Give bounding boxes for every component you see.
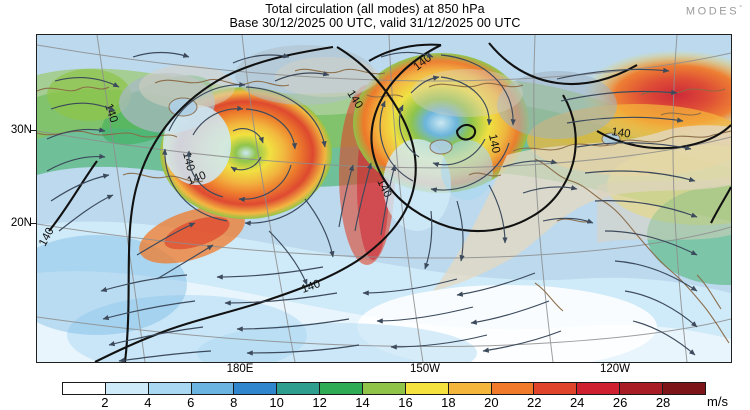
map-canvas: 140 140 140 140 140 140 140 140 140 140 xyxy=(37,35,731,362)
lat-tick-20n xyxy=(30,223,36,225)
colorbar-tick: 18 xyxy=(441,395,456,410)
colorbar xyxy=(62,382,706,395)
colorbar-swatch xyxy=(148,383,192,394)
chart-title: Total circulation (all modes) at 850 hPa… xyxy=(0,2,750,30)
colorbar-swatch xyxy=(63,383,106,394)
title-line-2: Base 30/12/2025 00 UTC, valid 31/12/2025… xyxy=(229,16,521,30)
colorbar-tick: 8 xyxy=(230,395,238,410)
colorbar-swatch xyxy=(448,383,492,394)
colorbar-swatch xyxy=(577,383,621,394)
colorbar-swatch xyxy=(491,383,535,394)
colorbar-swatch xyxy=(534,383,578,394)
colorbar-swatch xyxy=(105,383,149,394)
colorbar-swatch xyxy=(191,383,235,394)
colorbar-swatch xyxy=(663,383,705,394)
contour-label: 140 xyxy=(180,151,196,173)
wind-field-plot: 140 140 140 140 140 140 140 140 140 140 xyxy=(37,35,731,362)
colorbar-tick: 22 xyxy=(527,395,542,410)
wind-vectors xyxy=(46,51,698,362)
lon-label-150w: 150W xyxy=(409,363,441,375)
colorbar-tick: 16 xyxy=(398,395,413,410)
colorbar-unit-label: m/s xyxy=(707,394,728,409)
modes-logo-mark: ° xyxy=(739,5,742,12)
colorbar-tick: 24 xyxy=(569,395,585,410)
colorbar-swatch xyxy=(234,383,278,394)
colorbar-tick: 14 xyxy=(355,395,370,410)
contour-label: 140 xyxy=(486,133,502,154)
colorbar-tick: 28 xyxy=(655,395,671,410)
modes-logo: MODES° xyxy=(686,5,742,18)
title-line-1: Total circulation (all modes) at 850 hPa xyxy=(265,2,485,16)
colorbar-tick: 20 xyxy=(484,395,499,410)
colorbar-tick: 12 xyxy=(312,395,327,410)
colorbar-swatch xyxy=(277,383,321,394)
lat-label-30n: 30N xyxy=(10,124,32,136)
colorbar-swatch xyxy=(320,383,364,394)
lon-label-120w: 120W xyxy=(599,363,631,375)
lat-tick-30n xyxy=(30,130,36,132)
colorbar-tick: 2 xyxy=(101,395,109,410)
colorbar-swatch xyxy=(620,383,664,394)
lon-label-180e: 180E xyxy=(226,363,254,375)
colorbar-tick: 10 xyxy=(269,395,284,410)
map-panel: 140 140 140 140 140 140 140 140 140 140 xyxy=(36,34,732,363)
colorbar-tick: 6 xyxy=(187,395,195,410)
lat-label-20n: 20N xyxy=(10,217,32,229)
graticule xyxy=(37,35,731,362)
contour-label: 140 xyxy=(611,126,632,141)
colorbar-tick: 4 xyxy=(144,395,152,410)
modes-logo-text: MODES xyxy=(685,5,740,18)
colorbar-swatch xyxy=(363,383,406,394)
colorbar-swatch xyxy=(405,383,449,394)
colorbar-tick: 26 xyxy=(612,395,628,410)
